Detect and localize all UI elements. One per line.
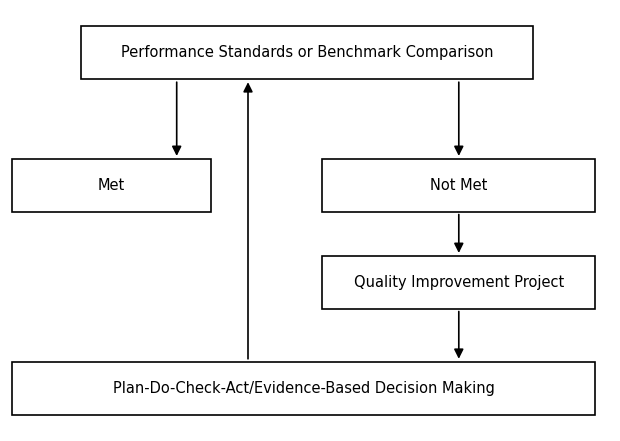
Text: Not Met: Not Met — [430, 178, 487, 193]
FancyBboxPatch shape — [81, 26, 533, 79]
FancyBboxPatch shape — [12, 362, 595, 415]
Text: Performance Standards or Benchmark Comparison: Performance Standards or Benchmark Compa… — [121, 45, 493, 60]
FancyBboxPatch shape — [322, 159, 595, 212]
Text: Quality Improvement Project: Quality Improvement Project — [353, 275, 564, 290]
Text: Met: Met — [98, 178, 125, 193]
FancyBboxPatch shape — [12, 159, 211, 212]
Text: Plan-Do-Check-Act/Evidence-Based Decision Making: Plan-Do-Check-Act/Evidence-Based Decisio… — [113, 381, 495, 396]
FancyBboxPatch shape — [322, 256, 595, 309]
